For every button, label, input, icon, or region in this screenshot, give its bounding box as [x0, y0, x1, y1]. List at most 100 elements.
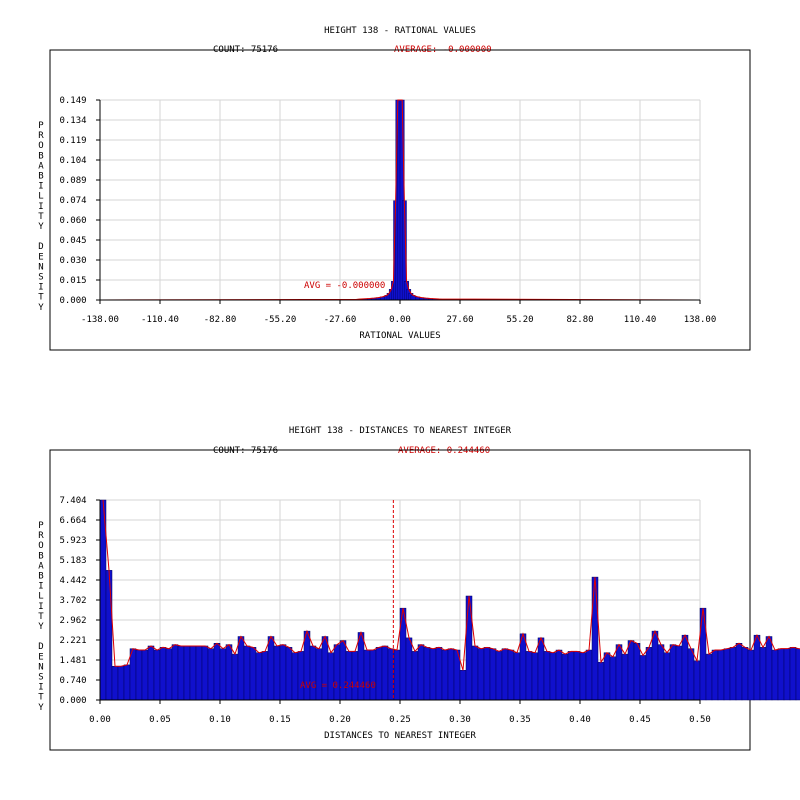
y-tick-label: 1.481: [59, 656, 86, 666]
histogram-bar: [789, 647, 797, 701]
y-label-letter: T: [38, 612, 44, 622]
x-tick-label: 0.35: [509, 715, 531, 725]
histogram-bar: [159, 647, 167, 701]
histogram-bar: [621, 653, 629, 701]
y-tick-label: 0.134: [59, 116, 86, 126]
histogram-bar: [657, 644, 665, 701]
y-label-letter: T: [38, 212, 44, 222]
histogram-bar: [777, 648, 785, 701]
histogram-bar: [333, 644, 341, 701]
histogram-bar: [117, 665, 125, 701]
y-label-letter: P: [38, 521, 44, 531]
x-tick-label: 82.80: [566, 315, 593, 325]
x-tick-labels: 0.00 0.05 0.10 0.15 0.20 0.25 0.30 0.35 0.40 0.45…: [89, 715, 711, 725]
histogram-bar: [189, 645, 197, 701]
y-tick-label: 0.119: [59, 136, 86, 146]
histogram-bar: [681, 634, 689, 701]
histogram-bar: [165, 648, 173, 701]
x-tick-label: -27.60: [324, 315, 357, 325]
x-tick-label: 0.10: [209, 715, 231, 725]
histogram-bar: [537, 637, 545, 701]
y-tick-label: 6.664: [59, 516, 86, 526]
histogram-bar: [423, 647, 431, 701]
histogram-bar: [633, 643, 641, 701]
histogram-bar: [183, 645, 191, 701]
y-tick-label: 5.923: [59, 536, 86, 546]
x-tick-label: 0.25: [389, 715, 411, 725]
y-tick-label: 0.060: [59, 216, 86, 226]
y-tick-label: 0.030: [59, 256, 86, 266]
histogram-bar: [639, 655, 647, 701]
y-tick-label: 7.404: [59, 496, 86, 506]
histogram-bar: [585, 649, 593, 701]
histogram-bar: [519, 633, 527, 701]
y-label-letter: I: [38, 202, 43, 212]
histogram-bar: [243, 645, 251, 701]
histogram-bar: [573, 651, 581, 701]
histogram-bars: [99, 499, 800, 701]
y-label-letter: B: [38, 151, 43, 161]
histogram-bar: [567, 651, 575, 701]
histogram-bar: [507, 649, 515, 701]
x-tick-label: 0.05: [149, 715, 171, 725]
y-label-letter: I: [38, 182, 43, 192]
rational-values-panel: HEIGHT 138 - RATIONAL VALUES COUNT: 7517…: [38, 26, 751, 351]
histogram-bar: [375, 647, 383, 701]
y-label-letter: O: [38, 141, 43, 151]
histogram-bar: [291, 652, 299, 701]
histogram-bar: [459, 670, 467, 701]
y-label-letter: R: [38, 131, 44, 141]
distances-panel: HEIGHT 138 - DISTANCES TO NEAREST INTEGE…: [38, 426, 800, 751]
histogram-bar: [261, 651, 269, 701]
x-tick-label: -110.40: [141, 315, 179, 325]
histogram-bar: [135, 649, 143, 701]
histogram-bar: [369, 649, 377, 701]
histogram-bar: [525, 651, 533, 701]
histogram-bar: [171, 644, 179, 701]
histogram-bar: [297, 651, 305, 701]
histogram-bar: [783, 648, 791, 701]
histogram-bar: [663, 652, 671, 701]
histogram-bar: [327, 652, 335, 701]
histogram-bar: [405, 637, 413, 701]
histogram-bar: [213, 643, 221, 701]
axes: [96, 499, 701, 704]
x-tick-label: 0.30: [449, 715, 471, 725]
histogram-bar: [429, 648, 437, 701]
y-tick-label: 2.221: [59, 636, 86, 646]
y-tick-label: 0.045: [59, 236, 86, 246]
histogram-bar: [645, 647, 653, 701]
x-tick-label: 138.00: [684, 315, 717, 325]
histogram-bar: [447, 648, 455, 701]
histogram-bar: [597, 661, 605, 701]
y-tick-labels: 0.000 0.015 0.030 0.045 0.060 0.074 0.089 0.104…: [59, 96, 86, 306]
chart-title: HEIGHT 138 - DISTANCES TO NEAREST INTEGE…: [289, 426, 512, 436]
histogram-bar: [231, 653, 239, 701]
histogram-bar: [351, 651, 359, 701]
x-tick-label: 55.20: [506, 315, 533, 325]
histogram-bar: [219, 648, 227, 701]
y-label-letter: E: [38, 252, 43, 262]
y-label-letter: I: [38, 602, 43, 612]
histogram-bar: [477, 648, 485, 701]
density-curve: [99, 99, 701, 301]
histogram-bar: [201, 645, 209, 701]
y-label-letter: E: [38, 652, 43, 662]
histogram-bar: [417, 644, 425, 701]
histogram-bar: [495, 651, 503, 701]
x-tick-label: 0.00: [389, 315, 411, 325]
avg-annotation: AVG = 0.244460: [300, 681, 376, 691]
y-label-letter: P: [38, 121, 44, 131]
y-label-letter: S: [38, 273, 43, 283]
histogram-bar: [735, 643, 743, 701]
histogram-bar: [411, 651, 419, 701]
histogram-bar: [795, 648, 800, 701]
histogram-bar: [339, 640, 347, 701]
y-tick-label: 0.104: [59, 156, 86, 166]
histogram-bar: [765, 636, 773, 701]
y-label-letter: Y: [38, 622, 44, 632]
histogram-bar: [693, 660, 701, 701]
histogram-bar: [543, 651, 551, 701]
